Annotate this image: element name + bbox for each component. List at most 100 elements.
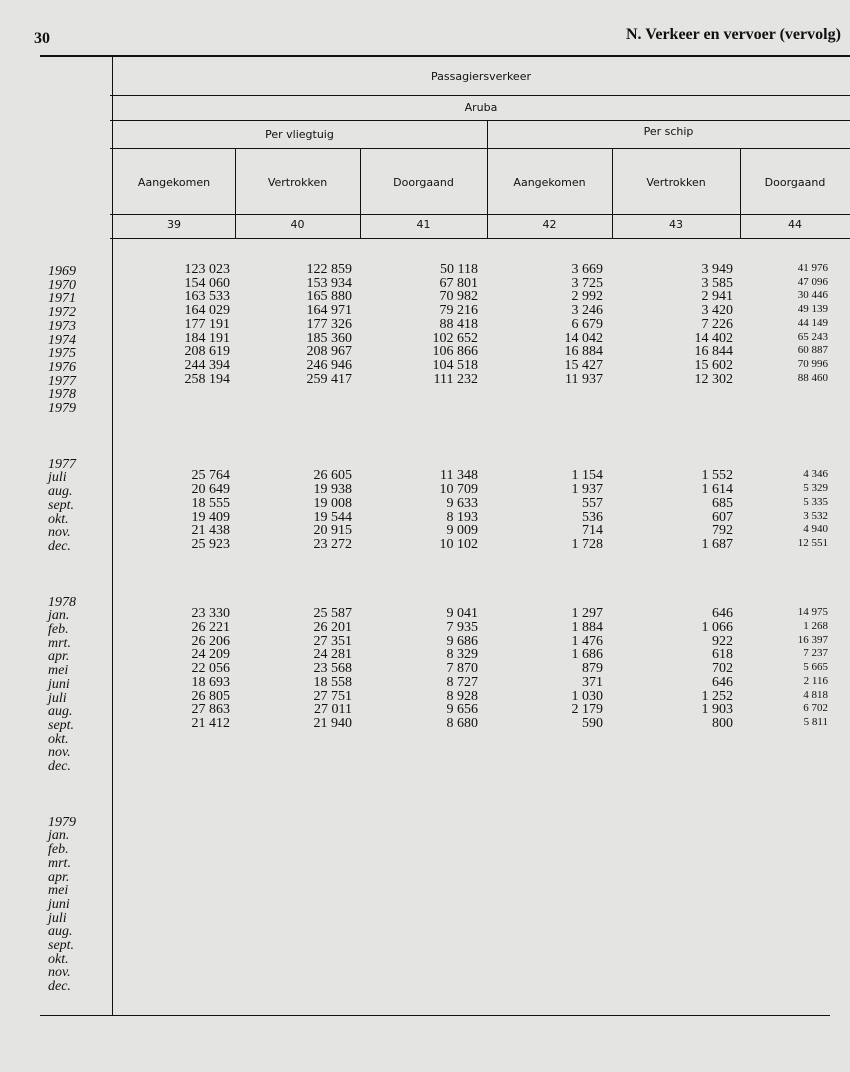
rule [40, 55, 850, 57]
cell: 23 568 [313, 661, 353, 677]
cell: 14 042 [564, 330, 604, 346]
cell: 165 880 [306, 289, 353, 305]
row-label: sept. [48, 938, 75, 953]
cell: 11 348 [440, 468, 478, 484]
cell: 49 139 [797, 303, 828, 316]
cell: 4 346 [803, 468, 828, 481]
cell: 792 [712, 523, 733, 539]
row-label: 1971 [48, 291, 76, 307]
row-label: 1970 [48, 277, 76, 293]
row-label: feb. [48, 842, 69, 858]
cell: 4 940 [803, 523, 828, 536]
cell: 1 030 [571, 688, 604, 704]
cell: 3 532 [803, 509, 828, 522]
row-label: juni [48, 676, 70, 692]
column-header: Vertrokken [267, 176, 328, 189]
cell: 6 702 [803, 702, 828, 715]
cell: 164 971 [306, 303, 353, 319]
row-label: 1979 [48, 401, 76, 416]
cell: 1 154 [571, 468, 604, 484]
row-label: juni [48, 896, 70, 912]
cell: 2 941 [701, 289, 734, 305]
cell: 12 302 [694, 371, 734, 387]
cell: 536 [582, 509, 603, 525]
cell: 1 937 [571, 482, 604, 498]
cell: 646 [712, 674, 733, 690]
page-title: N. Verkeer en vervoer (vervolg) [626, 26, 841, 43]
cell: 685 [712, 495, 733, 511]
cell: 2 992 [571, 289, 604, 305]
cell: 9 686 [446, 633, 479, 649]
row-label: jan. [48, 608, 70, 624]
cell: 30 446 [797, 289, 828, 302]
cell: 18 693 [191, 674, 231, 690]
cell: 5 665 [803, 661, 828, 674]
row-label: aug. [48, 484, 73, 500]
cell: 163 533 [184, 289, 231, 305]
cell: 6 679 [571, 316, 604, 332]
column-number: 43 [669, 218, 683, 231]
cell: 8 928 [446, 688, 479, 704]
cell: 16 844 [694, 344, 734, 360]
cell: 20 649 [191, 482, 231, 498]
cell: 3 725 [571, 275, 604, 291]
cell: 646 [712, 606, 733, 622]
cell: 65 243 [797, 330, 828, 343]
cell: 12 551 [797, 536, 828, 549]
row-label: 1976 [48, 359, 76, 375]
header: Passagiersverkeer [431, 70, 531, 83]
cell: 20 915 [313, 523, 353, 539]
cell: 177 326 [306, 316, 353, 332]
cell: 2 179 [571, 702, 604, 718]
cell: 18 555 [191, 495, 231, 511]
cell: 122 859 [306, 262, 353, 277]
cell: 1 066 [701, 620, 734, 635]
row-label: feb. [48, 622, 69, 637]
cell: 5 329 [803, 482, 828, 495]
cell: 8 193 [446, 509, 479, 525]
rule [110, 148, 850, 149]
row-label: nov. [48, 965, 71, 981]
row-label: juli [48, 910, 67, 926]
cell: 714 [582, 523, 603, 539]
cell: 44 149 [797, 316, 828, 329]
row-label: 1975 [48, 346, 76, 362]
cell: 259 417 [306, 371, 353, 387]
cell: 27 751 [313, 688, 353, 704]
row-label: 1972 [48, 305, 76, 321]
row-label: okt. [48, 951, 69, 967]
cell: 47 096 [797, 275, 828, 288]
header: Aruba [464, 101, 498, 114]
row-label: jan. [48, 828, 70, 844]
row-label: mei [48, 663, 69, 679]
column-header: Vertrokken [646, 176, 706, 189]
cell: 26 605 [313, 468, 353, 484]
cell: 7 237 [803, 647, 828, 660]
cell: 1 687 [701, 536, 734, 552]
row-label: dec. [48, 979, 71, 995]
cell: 7 935 [446, 620, 479, 635]
rule [40, 1015, 830, 1016]
column-number: 44 [788, 218, 802, 231]
cell: 21 438 [191, 523, 231, 539]
cell: 9 633 [446, 495, 479, 511]
cell: 25 923 [191, 536, 231, 552]
row-label: 1969 [48, 264, 76, 279]
cell: 258 194 [184, 371, 231, 387]
cell: 14 402 [694, 330, 734, 346]
cell: 3 949 [701, 262, 734, 277]
group-label: 1979 [48, 814, 76, 830]
cell: 23 330 [191, 606, 231, 622]
column-header: Aangekomen [137, 176, 211, 189]
cell: 27 011 [314, 702, 352, 718]
header: Per schip [643, 125, 694, 138]
row-label: okt. [48, 731, 69, 747]
row-label: juli [48, 690, 67, 706]
cell: 24 281 [313, 647, 353, 663]
cell: 371 [582, 674, 603, 690]
cell: 19 544 [313, 509, 353, 525]
cell: 50 118 [440, 262, 478, 277]
cell: 88 418 [439, 316, 479, 332]
column-number: 40 [290, 218, 305, 231]
